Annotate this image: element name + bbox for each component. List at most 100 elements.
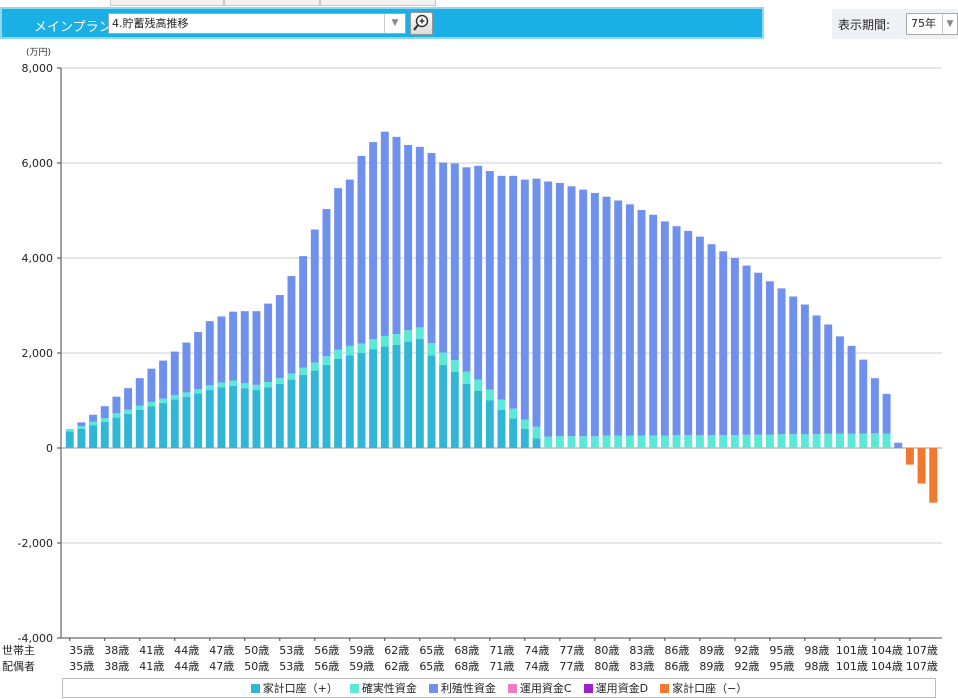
legend-label: 確実性資金 xyxy=(361,682,417,695)
bar-segment-2-70 xyxy=(474,165,483,380)
x-tick-label-spouse: 41歳 xyxy=(139,660,164,673)
bar-segment-1-80 xyxy=(590,436,599,448)
bar-segment-0-43 xyxy=(159,402,168,448)
bar-segment-1-82 xyxy=(614,435,623,448)
bar-segment-1-51 xyxy=(252,384,261,391)
spouse-row-label: 配偶者 xyxy=(2,660,35,673)
plan-select[interactable]: 4.貯蓄残高推移 ▼ xyxy=(108,13,406,34)
x-tick-label-householder: 80歳 xyxy=(594,644,619,657)
bar-segment-1-35 xyxy=(65,429,74,432)
bar-segment-2-97 xyxy=(789,296,798,435)
x-tick-label-householder: 47歳 xyxy=(209,644,234,657)
zoom-button[interactable] xyxy=(410,12,433,35)
bar-segment-1-77 xyxy=(555,436,564,448)
bar-segment-2-51 xyxy=(252,311,261,385)
bar-segment-1-55 xyxy=(299,367,308,375)
x-tick-label-householder: 98歳 xyxy=(804,644,829,657)
x-tick-label-spouse: 71歳 xyxy=(489,660,514,673)
tab-3[interactable] xyxy=(320,0,436,6)
x-tick-label-householder: 95歳 xyxy=(769,644,794,657)
y-tick-label: 4,000 xyxy=(22,252,54,265)
bar-segment-2-84 xyxy=(637,210,646,436)
bar-segment-1-84 xyxy=(637,435,646,448)
chevron-down-icon[interactable]: ▼ xyxy=(384,14,405,33)
bar-segment-0-67 xyxy=(439,364,448,448)
period-select[interactable]: 75年 ▼ xyxy=(906,13,958,35)
x-tick-label-householder: 74歳 xyxy=(524,644,549,657)
bar-segment-2-101 xyxy=(835,336,844,434)
bar-segment-2-68 xyxy=(450,163,459,361)
bar-segment-0-44 xyxy=(170,399,179,448)
bar-segment-1-41 xyxy=(135,405,144,410)
x-tick-label-householder: 62歳 xyxy=(384,644,409,657)
tab-2[interactable] xyxy=(224,0,320,6)
x-tick-label-spouse: 101歳 xyxy=(836,660,868,673)
x-tick-label-spouse: 83歳 xyxy=(629,660,654,673)
bar-segment-0-64 xyxy=(404,341,413,448)
bar-segment-0-53 xyxy=(275,383,284,448)
tab-1[interactable] xyxy=(110,0,224,6)
bar-segment-0-36 xyxy=(77,429,86,448)
x-tick-label-householder: 86歳 xyxy=(664,644,689,657)
bar-segment-1-40 xyxy=(124,409,133,414)
bar-segment-1-54 xyxy=(287,373,296,380)
chart-legend: 家計口座（+） 確実性資金 利殖性資金 運用資金C 運用資金D 家計口座（−） xyxy=(62,678,936,698)
bar-segment-0-59 xyxy=(345,355,354,448)
bar-segment-0-66 xyxy=(427,355,436,448)
bar-segment-2-82 xyxy=(614,200,623,436)
bar-segment-2-45 xyxy=(182,342,191,393)
bar-segment-2-64 xyxy=(404,144,413,331)
plan-label: メインプラン： xyxy=(34,20,125,35)
bar-segment-1-38 xyxy=(100,418,109,422)
bar-segment-1-78 xyxy=(567,436,576,448)
bar-segment-0-35 xyxy=(65,431,74,448)
x-tick-label-spouse: 44歳 xyxy=(174,660,199,673)
x-tick-label-householder: 35歳 xyxy=(69,644,94,657)
bar-segment-2-63 xyxy=(392,136,401,334)
chevron-down-icon[interactable]: ▼ xyxy=(942,14,957,34)
legend-item: 運用資金D xyxy=(583,680,648,696)
bar-segment-0-38 xyxy=(100,421,109,448)
x-tick-label-spouse: 77歳 xyxy=(559,660,584,673)
bar-segment-2-102 xyxy=(847,345,856,434)
bar-segment-1-59 xyxy=(345,345,354,356)
x-tick-label-householder: 38歳 xyxy=(104,644,129,657)
legend-swatch xyxy=(349,683,359,693)
bar-segment-2-95 xyxy=(765,281,774,435)
bar-segment-2-49 xyxy=(229,311,238,381)
bar-segment-0-46 xyxy=(194,393,203,448)
bar-segment-1-44 xyxy=(170,395,179,400)
x-tick-label-spouse: 104歳 xyxy=(871,660,903,673)
bar-segment-1-47 xyxy=(205,385,214,391)
bar-segment-1-66 xyxy=(427,343,436,356)
bar-segment-2-58 xyxy=(334,188,343,350)
bar-segment-1-48 xyxy=(217,382,226,388)
bar-segment-0-73 xyxy=(509,418,518,448)
bar-segment-1-100 xyxy=(824,433,833,448)
x-tick-label-householder: 92歳 xyxy=(734,644,759,657)
bar-segment-2-106 xyxy=(894,442,903,448)
plan-select-value: 4.貯蓄残高推移 xyxy=(112,17,189,30)
bar-segment-0-69 xyxy=(462,383,471,448)
bar-segment-1-87 xyxy=(672,435,681,448)
bar-segment-2-80 xyxy=(590,192,599,437)
bar-segment-1-95 xyxy=(765,434,774,448)
bar-segment-0-68 xyxy=(450,372,459,448)
bar-segment-1-43 xyxy=(159,398,168,403)
bar-segment-0-57 xyxy=(322,364,331,448)
bar-segment-0-74 xyxy=(520,429,529,448)
bar-segment-2-74 xyxy=(520,179,529,420)
bar-segment-1-69 xyxy=(462,371,471,384)
bar-segment-2-65 xyxy=(415,146,424,328)
bar-segment-0-42 xyxy=(147,406,156,448)
bar-segment-1-88 xyxy=(684,435,693,448)
legend-swatch xyxy=(507,683,517,693)
bar-segment-2-36 xyxy=(77,422,86,427)
y-tick-label: 8,000 xyxy=(22,62,54,75)
bar-segment-1-79 xyxy=(579,436,588,448)
bar-segment-2-46 xyxy=(194,332,203,390)
bar-segment-1-58 xyxy=(334,349,343,359)
bar-segment-2-79 xyxy=(579,189,588,437)
bar-segment-2-50 xyxy=(240,311,249,383)
legend-item: 利殖性資金 xyxy=(428,680,496,696)
